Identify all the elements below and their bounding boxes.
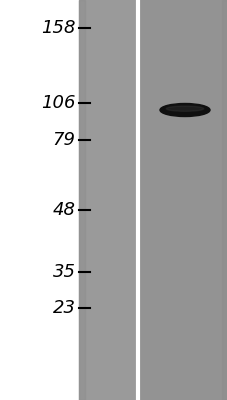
Ellipse shape [165,106,203,111]
Bar [137,0,227,400]
Ellipse shape [159,104,209,116]
Bar [78,0,137,400]
Text: 79: 79 [52,131,75,149]
Text: 48: 48 [52,201,75,219]
Bar [221,0,227,400]
Bar [78,0,84,400]
Text: 158: 158 [41,19,75,37]
Text: 23: 23 [52,299,75,317]
Text: 106: 106 [41,94,75,112]
Text: 35: 35 [52,263,75,281]
